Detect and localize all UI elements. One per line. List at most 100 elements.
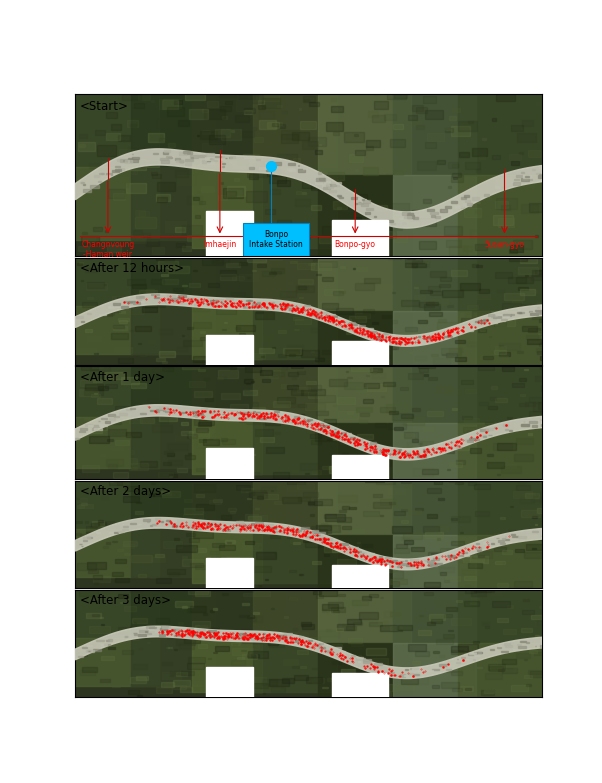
Bar [175,171,188,177]
Bar [331,184,336,186]
Bar [373,372,376,373]
Bar [521,172,524,173]
Bar [139,290,157,296]
Bar [326,122,343,131]
Bar [245,526,251,528]
Bar [287,536,292,538]
Bar [462,101,467,103]
Bar [196,441,216,448]
Bar [262,379,270,381]
Bar [243,416,250,417]
Bar [526,335,538,339]
Bar [295,319,311,324]
Bar [265,162,269,164]
Bar [206,672,223,678]
Bar [391,450,397,452]
Bar [445,210,452,213]
Bar [451,201,457,204]
Bar [79,503,93,508]
Bar [405,327,418,331]
Bar [158,407,165,409]
Bar [315,274,321,276]
Bar [235,633,243,634]
Bar [463,555,483,562]
Bar [346,371,349,372]
Bar [152,524,156,525]
Bar [383,333,388,334]
Bar [112,684,120,687]
Bar [341,669,355,674]
Bar [449,463,462,467]
Bar [474,484,489,489]
Bar [300,666,306,668]
Bar [119,135,131,141]
Bar [212,257,229,263]
Bar [451,126,470,136]
Bar [226,125,232,128]
Bar [278,105,282,107]
Bar [108,414,114,417]
Bar [82,465,99,471]
Bar [321,655,327,657]
Bar [397,566,402,567]
Bar [177,348,187,351]
Bar [228,409,245,414]
Bar [193,633,196,634]
Bar [494,350,506,354]
Bar [243,303,247,304]
Bar [241,491,253,495]
Bar [407,213,413,215]
Bar [322,645,325,646]
Bar [183,340,202,346]
Bar [290,539,302,543]
Bar [263,693,265,694]
Bar [79,262,83,263]
Bar [232,384,249,390]
Bar [339,510,346,512]
Bar [364,383,379,388]
Bar [539,312,546,313]
Bar [248,95,264,103]
Bar [130,124,135,127]
Bar [385,328,388,329]
Bar [480,329,485,330]
Bar [208,560,226,566]
Bar [459,296,464,298]
Bar [199,439,206,442]
Bar [353,268,355,269]
Bar [87,313,92,315]
Polygon shape [75,518,542,570]
Bar [117,481,130,485]
Bar [264,370,280,377]
Bar [488,664,505,669]
Bar [290,354,294,355]
Bar [173,684,186,689]
Bar [528,150,541,157]
Bar [488,406,497,410]
Bar [85,268,98,272]
Bar [388,423,406,429]
Bar [328,186,334,189]
Bar [262,99,280,107]
Bar [201,526,205,528]
Bar [152,174,161,179]
Bar [302,624,314,629]
Bar [291,666,299,668]
Bar [340,266,346,269]
Bar [231,642,240,645]
Bar [520,152,523,153]
Bar [221,557,239,564]
Bar [431,215,435,217]
Bar [187,298,193,299]
Bar [238,633,246,635]
Bar [242,654,257,659]
Bar [122,650,133,654]
Text: <After 1 day>: <After 1 day> [80,371,165,384]
Bar [152,425,172,432]
Bar [278,354,287,357]
Bar [524,659,527,660]
Bar [119,150,132,157]
Bar [301,622,311,626]
Bar [267,636,271,637]
Bar [393,258,477,311]
